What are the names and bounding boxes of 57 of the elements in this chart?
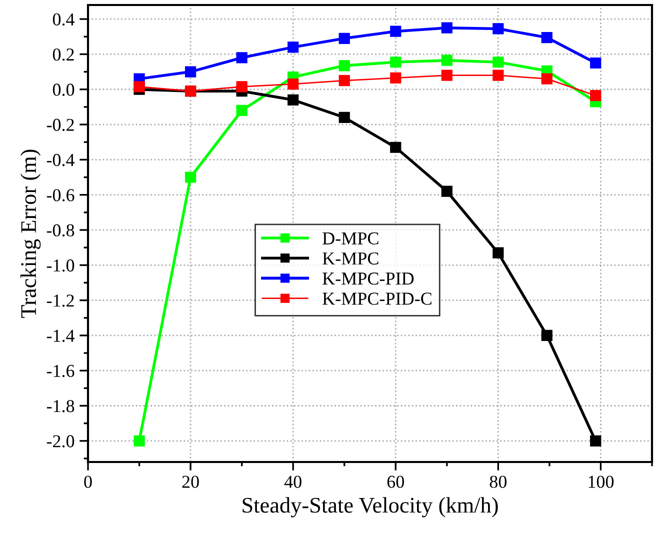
point	[492, 70, 504, 81]
point	[441, 70, 452, 81]
x-tick-label: 60	[387, 476, 404, 488]
legend-label: K-MPC-PID	[322, 272, 414, 285]
point	[390, 56, 402, 68]
y-tick-label: -0.6	[46, 189, 74, 202]
point	[338, 60, 350, 72]
y-tick-label: -1.8	[46, 400, 74, 412]
y-tick-label: -1.4	[46, 330, 75, 342]
point	[492, 247, 504, 258]
x-tick-label: 20	[182, 476, 199, 488]
point	[288, 94, 299, 106]
x-tick-label: 0	[84, 476, 92, 488]
y-tick-label: -1.2	[46, 294, 74, 307]
x-tick-label: 100	[588, 476, 614, 488]
x-axis-title: Steady-State Velocity (km/h)	[242, 497, 498, 518]
y-tick-label: -0.2	[46, 118, 74, 132]
point	[390, 72, 402, 84]
y-tick-label: 0.2	[52, 48, 74, 61]
point	[288, 78, 299, 90]
point	[441, 54, 452, 66]
legend-label: K-MPC-PID-C	[322, 292, 432, 305]
y-tick-label: -1.6	[46, 364, 74, 378]
legend-label: K-MPC	[322, 252, 378, 265]
point	[338, 75, 350, 86]
y-axis-title: Tracking Error (m)	[20, 150, 41, 318]
x-tick-label: 80	[490, 476, 507, 488]
point	[184, 66, 196, 78]
x-tick-label: 40	[284, 476, 302, 488]
point	[390, 26, 402, 37]
point	[541, 330, 552, 341]
point	[236, 52, 248, 64]
y-tick-label: -1.0	[46, 259, 74, 272]
point	[541, 32, 552, 44]
point	[184, 172, 196, 183]
point	[492, 56, 504, 68]
y-tick-label: 0.0	[52, 84, 74, 96]
point	[134, 435, 145, 446]
point	[236, 81, 248, 92]
point	[338, 32, 350, 44]
point	[590, 57, 602, 69]
point	[541, 73, 552, 84]
point	[134, 81, 145, 92]
y-tick-label: 0.4	[52, 13, 75, 26]
y-tick-label: -0.4	[46, 154, 75, 166]
point	[590, 435, 602, 446]
point	[441, 186, 452, 197]
point	[338, 112, 350, 124]
point	[590, 90, 602, 102]
point	[390, 142, 402, 153]
y-tick-label: -2.0	[46, 435, 74, 448]
y-tick-label: -0.8	[46, 224, 74, 237]
point	[492, 23, 504, 34]
legend-label: D-MPC	[322, 232, 378, 244]
point	[288, 42, 299, 53]
point	[236, 104, 248, 116]
point	[441, 22, 452, 34]
